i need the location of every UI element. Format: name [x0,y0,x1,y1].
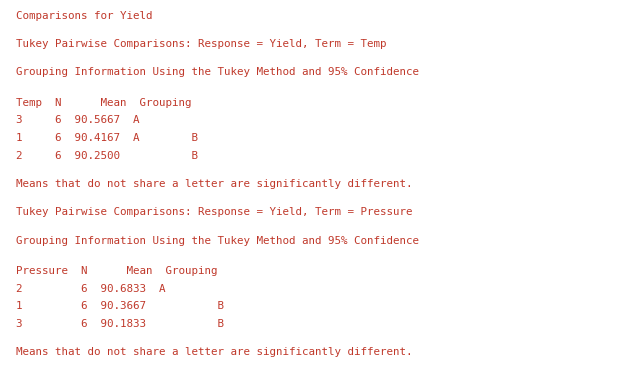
Text: Grouping Information Using the Tukey Method and 95% Confidence: Grouping Information Using the Tukey Met… [16,68,419,77]
Text: Comparisons for Yield: Comparisons for Yield [16,11,152,21]
Text: 3     6  90.5667  A: 3 6 90.5667 A [16,116,139,125]
Text: Means that do not share a letter are significantly different.: Means that do not share a letter are sig… [16,347,412,357]
Text: Temp  N      Mean  Grouping: Temp N Mean Grouping [16,98,191,108]
Text: 2         6  90.6833  A: 2 6 90.6833 A [16,284,165,294]
Text: 2     6  90.2500           B: 2 6 90.2500 B [16,151,198,161]
Text: Tukey Pairwise Comparisons: Response = Yield, Term = Pressure: Tukey Pairwise Comparisons: Response = Y… [16,208,412,217]
Text: Tukey Pairwise Comparisons: Response = Yield, Term = Temp: Tukey Pairwise Comparisons: Response = Y… [16,39,386,49]
Text: 3         6  90.1833           B: 3 6 90.1833 B [16,319,224,329]
Text: Means that do not share a letter are significantly different.: Means that do not share a letter are sig… [16,179,412,189]
Text: Pressure  N      Mean  Grouping: Pressure N Mean Grouping [16,266,217,276]
Text: Grouping Information Using the Tukey Method and 95% Confidence: Grouping Information Using the Tukey Met… [16,236,419,246]
Text: 1         6  90.3667           B: 1 6 90.3667 B [16,302,224,311]
Text: 1     6  90.4167  A        B: 1 6 90.4167 A B [16,133,198,143]
